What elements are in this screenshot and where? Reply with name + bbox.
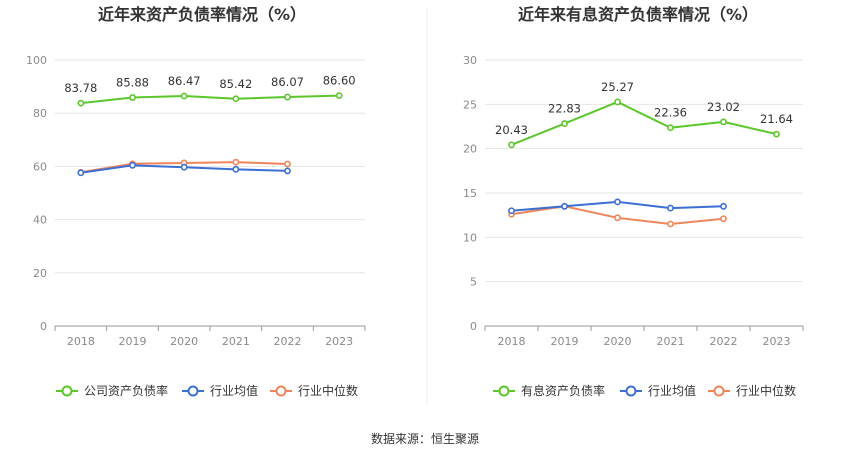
- series-line: [80, 94, 340, 105]
- legend-item[interactable]: 行业中位数: [708, 383, 796, 398]
- data-label: 25.27: [601, 80, 634, 94]
- y-tick-label: 60: [33, 160, 47, 173]
- data-label: 21.64: [760, 112, 793, 126]
- legend-label: 公司资产负债率: [84, 383, 168, 398]
- x-tick-label: 2018: [498, 335, 526, 348]
- data-point: [667, 204, 674, 212]
- data-point: [614, 98, 621, 106]
- data-point: [614, 198, 621, 206]
- legend-label: 行业均值: [648, 383, 696, 398]
- data-label: 22.83: [548, 102, 581, 116]
- chart-title: 近年来资产负债率情况（%）: [98, 5, 306, 24]
- y-tick-label: 0: [470, 320, 477, 333]
- legend-item[interactable]: 公司资产负债率: [56, 383, 168, 398]
- legend-marker: [498, 385, 510, 397]
- data-label: 86.47: [168, 74, 201, 88]
- legend-label: 行业中位数: [736, 383, 796, 398]
- data-label: 22.36: [654, 106, 687, 120]
- data-point: [180, 92, 188, 100]
- data-point: [180, 163, 188, 171]
- data-label: 83.78: [64, 81, 97, 95]
- data-point: [508, 141, 515, 149]
- y-tick-label: 40: [33, 214, 47, 227]
- x-tick-label: 2021: [222, 335, 250, 348]
- data-point: [561, 202, 568, 210]
- data-point: [77, 169, 85, 177]
- data-label: 85.42: [219, 77, 252, 91]
- data-point: [232, 158, 240, 166]
- chart-panel-2: 近年来有息资产负债率情况（%） 0 5 10 15 20 25 30 2018 2019 2020 2…: [463, 5, 804, 398]
- data-point: [720, 215, 727, 223]
- x-tick-label: 2023: [325, 335, 353, 348]
- legend-item[interactable]: 有息资产负债率: [493, 383, 605, 398]
- y-tick-label: 80: [33, 107, 47, 120]
- y-tick-label: 0: [40, 320, 47, 333]
- data-point: [232, 95, 240, 103]
- y-tick-label: 5: [470, 276, 477, 289]
- data-label: 86.07: [271, 75, 304, 89]
- data-point: [284, 167, 291, 175]
- source-note: 数据来源：恒生聚源: [371, 431, 479, 446]
- legend-marker: [61, 385, 73, 397]
- y-tick-label: 25: [463, 98, 477, 111]
- x-tick-label: 2022: [274, 335, 302, 348]
- x-tick-label: 2023: [763, 335, 791, 348]
- y-tick-label: 10: [463, 231, 477, 244]
- data-point: [129, 161, 136, 169]
- y-tick-label: 15: [463, 187, 477, 200]
- data-point: [232, 165, 240, 173]
- legend-marker: [187, 385, 199, 397]
- data-point: [667, 220, 674, 228]
- data-point: [77, 99, 85, 107]
- data-point: [614, 214, 621, 222]
- x-tick-label: 2018: [67, 335, 95, 348]
- legend-label: 行业均值: [210, 383, 258, 398]
- data-label: 85.88: [116, 76, 149, 90]
- x-tick-label: 2020: [170, 335, 198, 348]
- legend-label: 行业中位数: [298, 383, 358, 398]
- x-tick-label: 2020: [604, 335, 632, 348]
- data-label: 23.02: [707, 100, 740, 114]
- x-tick-label: 2022: [710, 335, 738, 348]
- legend-label: 有息资产负债率: [521, 383, 605, 398]
- legend-marker: [275, 385, 287, 397]
- data-point: [720, 202, 727, 210]
- legend-item[interactable]: 行业中位数: [270, 383, 358, 398]
- data-point: [667, 124, 674, 132]
- series-line: [511, 100, 777, 146]
- data-point: [508, 207, 515, 215]
- y-tick-label: 100: [26, 54, 47, 67]
- chart-title: 近年来有息资产负债率情况（%）: [518, 5, 758, 24]
- data-point: [284, 160, 291, 168]
- x-tick-label: 2021: [657, 335, 685, 348]
- legend-marker: [713, 385, 725, 397]
- data-point: [773, 130, 780, 138]
- data-point: [129, 94, 136, 101]
- x-tick-label: 2019: [119, 335, 147, 348]
- y-tick-label: 20: [33, 267, 47, 280]
- data-point: [561, 120, 568, 127]
- legend-marker: [625, 385, 637, 397]
- y-tick-label: 20: [463, 143, 477, 156]
- data-label: 86.60: [323, 74, 356, 88]
- data-label: 20.43: [495, 123, 528, 137]
- data-point: [720, 118, 727, 126]
- legend-item[interactable]: 行业均值: [182, 383, 258, 398]
- y-tick-label: 30: [463, 54, 477, 67]
- x-tick-label: 2019: [551, 335, 579, 348]
- chart-panel-1: 近年来资产负债率情况（%） 0 20 40 60 80 100 2018 2019 2020 202…: [26, 5, 366, 398]
- legend-item[interactable]: 行业均值: [620, 383, 696, 398]
- data-point: [284, 93, 291, 101]
- data-point: [335, 92, 343, 100]
